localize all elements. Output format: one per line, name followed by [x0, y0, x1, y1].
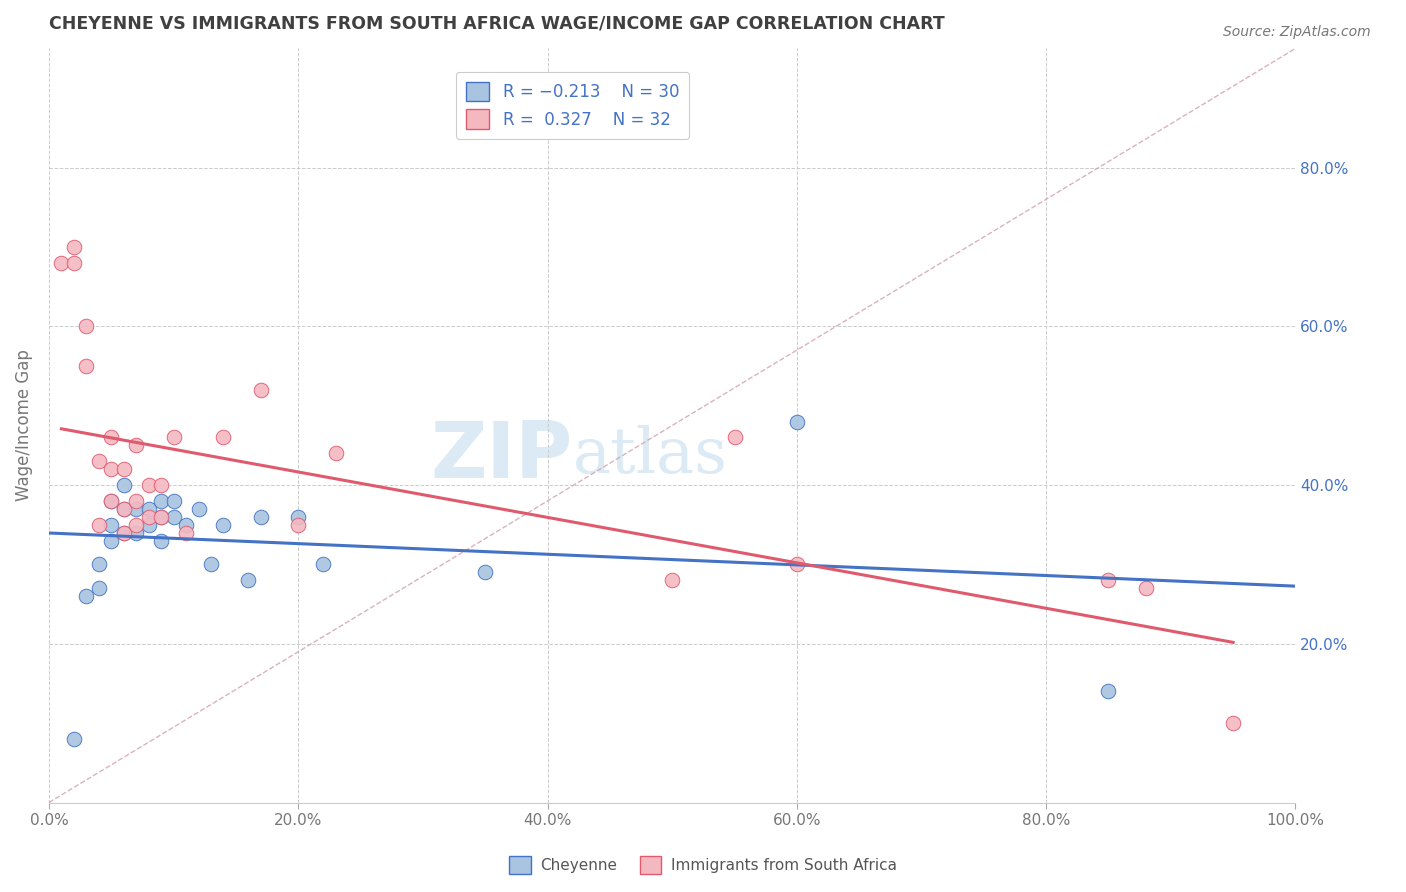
Point [150, 494, 173, 508]
Point [112, 525, 135, 540]
Point [150, 478, 173, 492]
Point [112, 501, 135, 516]
Point [212, 517, 235, 532]
Point [75, 589, 97, 603]
Point [87, 581, 110, 595]
Point [287, 509, 309, 524]
Point [75, 319, 97, 334]
Point [100, 494, 122, 508]
Point [138, 478, 160, 492]
Point [212, 430, 235, 444]
Point [63, 731, 86, 746]
Point [51, 256, 73, 270]
Point [200, 558, 222, 572]
Legend: R = −0.213    N = 30, R =  0.327    N = 32: R = −0.213 N = 30, R = 0.327 N = 32 [456, 72, 689, 138]
Point [661, 574, 683, 588]
Point [125, 438, 148, 452]
Point [112, 478, 135, 492]
Point [150, 509, 173, 524]
Point [1097, 684, 1119, 698]
Point [162, 430, 184, 444]
Point [63, 256, 86, 270]
Point [125, 501, 148, 516]
Point [125, 494, 148, 508]
Point [150, 509, 173, 524]
Point [786, 415, 808, 429]
Point [138, 509, 160, 524]
Point [174, 525, 197, 540]
Point [100, 430, 122, 444]
Point [63, 240, 86, 254]
Point [87, 558, 110, 572]
Point [325, 446, 347, 460]
Point [125, 517, 148, 532]
Point [125, 525, 148, 540]
Point [250, 509, 273, 524]
Legend: Cheyenne, Immigrants from South Africa: Cheyenne, Immigrants from South Africa [503, 850, 903, 880]
Y-axis label: Wage/Income Gap: Wage/Income Gap [15, 350, 32, 501]
Point [1135, 581, 1157, 595]
Point [474, 566, 496, 580]
Point [100, 533, 122, 548]
Point [75, 359, 97, 373]
Text: Source: ZipAtlas.com: Source: ZipAtlas.com [1223, 25, 1371, 39]
Point [138, 501, 160, 516]
Text: CHEYENNE VS IMMIGRANTS FROM SOUTH AFRICA WAGE/INCOME GAP CORRELATION CHART: CHEYENNE VS IMMIGRANTS FROM SOUTH AFRICA… [49, 15, 945, 33]
Point [723, 430, 745, 444]
Text: atlas: atlas [572, 425, 727, 486]
Point [112, 501, 135, 516]
Point [112, 462, 135, 476]
Point [100, 494, 122, 508]
Point [312, 558, 335, 572]
Point [100, 462, 122, 476]
Point [87, 517, 110, 532]
Point [112, 525, 135, 540]
Point [250, 383, 273, 397]
Point [138, 517, 160, 532]
Point [174, 517, 197, 532]
Point [238, 574, 260, 588]
Point [1097, 574, 1119, 588]
Point [187, 501, 209, 516]
Point [87, 454, 110, 468]
Point [100, 517, 122, 532]
Text: ZIP: ZIP [430, 417, 572, 493]
Point [162, 509, 184, 524]
Point [150, 533, 173, 548]
Point [287, 517, 309, 532]
Point [162, 494, 184, 508]
Point [786, 558, 808, 572]
Point [1222, 716, 1244, 731]
